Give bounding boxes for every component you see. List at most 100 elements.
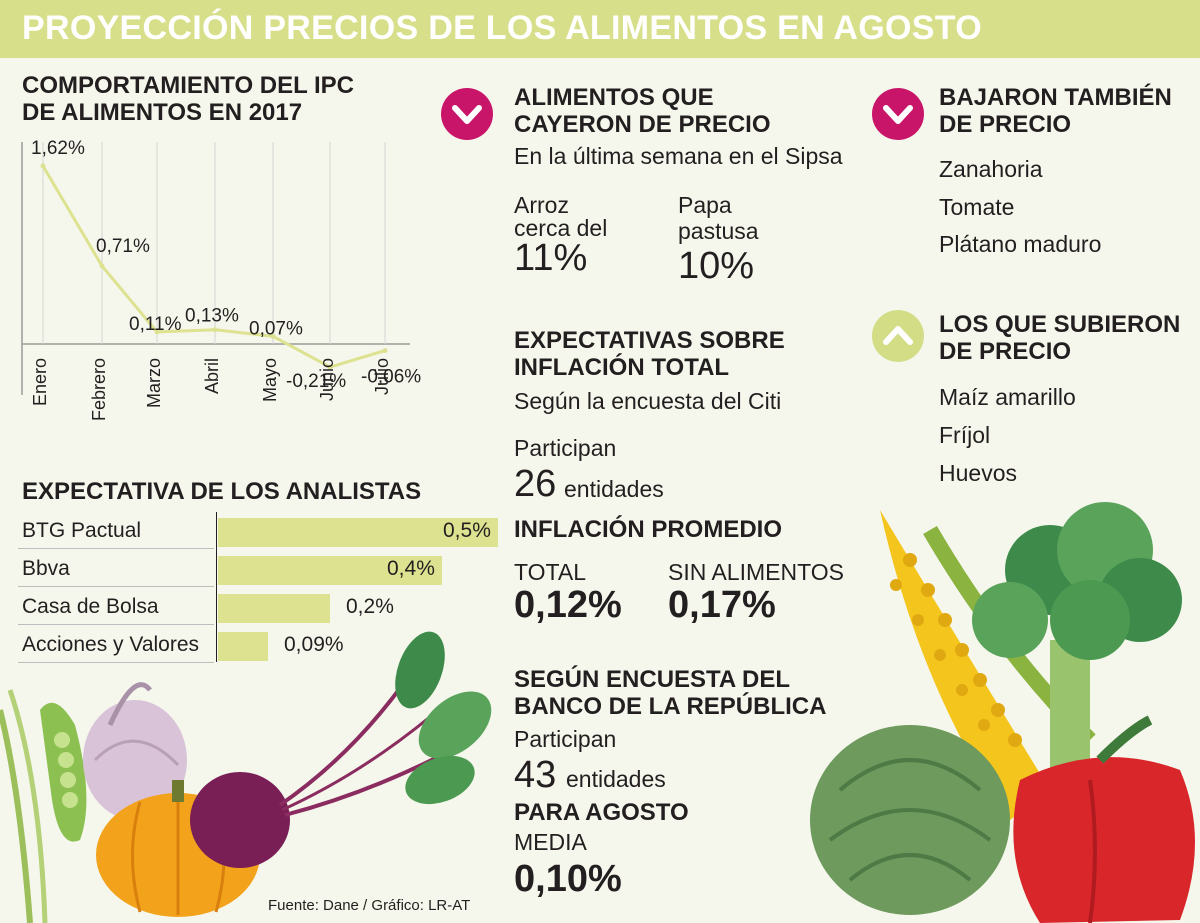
fell-item1-qualifier: cerca del <box>514 215 608 241</box>
analyst-value: 0,5% <box>443 519 491 542</box>
header-bar <box>0 0 1200 58</box>
ipc-data-label: -0,06% <box>361 367 421 388</box>
ipc-series-line <box>41 165 386 369</box>
ipc-data-point <box>154 329 160 335</box>
analyst-name: BTG Pactual <box>22 519 142 542</box>
also-fell-item: Plátano maduro <box>939 231 1102 257</box>
ipc-data-point <box>382 348 388 354</box>
banrep-title-line2: BANCO DE LA REPÚBLICA <box>514 693 827 720</box>
ipc-data-label: 0,07% <box>249 318 303 339</box>
onion-icon <box>83 682 187 820</box>
fell-item2-value: 10% <box>678 245 755 287</box>
fell-subtitle: En la última semana en el Sipsa <box>514 143 843 169</box>
expectations-participants-count: 26 <box>514 463 557 505</box>
ipc-month-tick-label: Abril <box>202 358 222 394</box>
page-title: PROYECCIÓN PRECIOS DE LOS ALIMENTOS EN A… <box>22 9 982 47</box>
expectations-participants-unit: entidades <box>564 476 664 502</box>
ipc-month-tick-label: Julio <box>372 358 392 395</box>
rose-item: Fríjol <box>939 422 991 448</box>
banrep-median-label: MEDIA <box>514 829 587 855</box>
vegetables-illustration-right <box>810 502 1195 923</box>
ipc-data-label: 0,13% <box>185 306 239 327</box>
ipc-data-point <box>327 364 333 370</box>
chevron-up-icon <box>872 310 924 362</box>
analyst-bar <box>218 556 442 585</box>
fell-title-line2: CAYERON DE PRECIO <box>514 111 771 138</box>
ipc-month-tick-label: Febrero <box>89 358 109 421</box>
artichoke-icon <box>810 725 1010 915</box>
expectations-title-line2: INFLACIÓN TOTAL <box>514 354 730 381</box>
also-fell-title-line1: BAJARON TAMBIÉN <box>939 84 1172 111</box>
vegetables-illustration-left <box>0 631 492 923</box>
ipc-month-tick-label: Junio <box>317 358 337 401</box>
analysts-title: EXPECTATIVA DE LOS ANALISTAS <box>22 478 422 505</box>
analyst-name: Acciones y Valores <box>22 633 200 656</box>
also-fell-badge <box>872 88 924 140</box>
ipc-title-line1: COMPORTAMIENTO DEL IPC <box>22 72 355 99</box>
ipc-data-point <box>40 163 46 169</box>
analyst-name: Bbva <box>22 557 70 580</box>
banrep-period-title: PARA AGOSTO <box>514 799 689 826</box>
ipc-month-tick-label: Mayo <box>260 358 280 402</box>
ipc-line-chart: 1,62% 0,71% 0,11% 0,13% 0,07% -0,21% -0,06% En… <box>21 138 421 421</box>
fell-badge <box>441 88 493 140</box>
expectations-participants-label: Participan <box>514 435 617 461</box>
analysts-axis <box>216 512 217 662</box>
row-divider <box>18 586 214 587</box>
beet-icon <box>190 631 492 868</box>
ipc-month-tick-label: Marzo <box>144 358 164 408</box>
rose-badge <box>872 310 924 362</box>
banrep-median-value: 0,10% <box>514 858 622 900</box>
banrep-participants-count: 43 <box>514 754 557 796</box>
rose-item: Maíz amarillo <box>939 384 1076 410</box>
fell-item2-qualifier: pastusa <box>678 218 759 244</box>
total-value: 0,12% <box>514 584 622 626</box>
analyst-bar-row: Acciones y Valores 0,09% <box>18 629 480 663</box>
analyst-bar-row: Casa de Bolsa 0,2% <box>18 591 480 625</box>
also-fell-title-line2: DE PRECIO <box>939 111 1072 138</box>
ipc-data-point <box>212 327 218 333</box>
banrep-participants-label: Participan <box>514 726 617 752</box>
analyst-bar-row: BTG Pactual 0,5% <box>18 515 498 549</box>
rose-title-line1: LOS QUE SUBIERON <box>939 311 1181 338</box>
analyst-bar <box>218 518 498 547</box>
fell-title-line1: ALIMENTOS QUE <box>514 84 714 111</box>
ipc-data-label: 1,62% <box>31 138 85 159</box>
core-value: 0,17% <box>668 584 776 626</box>
total-label: TOTAL <box>514 559 586 585</box>
expectations-title-line1: EXPECTATIVAS SOBRE <box>514 327 785 354</box>
row-divider <box>18 662 214 663</box>
chevron-down-icon <box>441 88 493 140</box>
analyst-value: 0,09% <box>284 633 344 656</box>
banrep-participants-unit: entidades <box>566 766 666 792</box>
ipc-month-tick-label: Enero <box>30 358 50 406</box>
ipc-data-point <box>99 263 105 269</box>
core-label: SIN ALIMENTOS <box>668 559 844 585</box>
rose-title-line2: DE PRECIO <box>939 338 1072 365</box>
fell-item1-name: Arroz <box>514 192 569 218</box>
scallion-icon <box>0 689 48 923</box>
bell-pepper-icon <box>1013 715 1195 923</box>
also-fell-item: Zanahoria <box>939 156 1043 182</box>
analyst-bar <box>218 632 268 661</box>
expectations-subtitle: Según la encuesta del Citi <box>514 388 782 414</box>
ipc-title-line2: DE ALIMENTOS EN 2017 <box>22 99 303 126</box>
analyst-value: 0,4% <box>387 557 435 580</box>
row-divider <box>18 624 214 625</box>
banrep-title-line1: SEGÚN ENCUESTA DEL <box>514 666 791 693</box>
avg-inflation-title: INFLACIÓN PROMEDIO <box>514 516 782 543</box>
rose-item: Huevos <box>939 460 1017 486</box>
row-divider <box>18 548 214 549</box>
analyst-value: 0,2% <box>346 595 394 618</box>
analyst-name: Casa de Bolsa <box>22 595 159 618</box>
source-note: Fuente: Dane / Gráfico: LR-AT <box>268 897 471 914</box>
chevron-down-icon <box>872 88 924 140</box>
pea-pod-icon <box>40 702 87 842</box>
analyst-bar-row: Bbva 0,4% <box>18 553 480 587</box>
ipc-data-label: 0,71% <box>96 236 150 257</box>
ipc-data-label: -0,21% <box>286 371 346 392</box>
analyst-bar <box>218 594 330 623</box>
also-fell-item: Tomate <box>939 194 1015 220</box>
fell-item1-value: 11% <box>514 237 588 279</box>
ipc-data-point <box>270 333 276 339</box>
